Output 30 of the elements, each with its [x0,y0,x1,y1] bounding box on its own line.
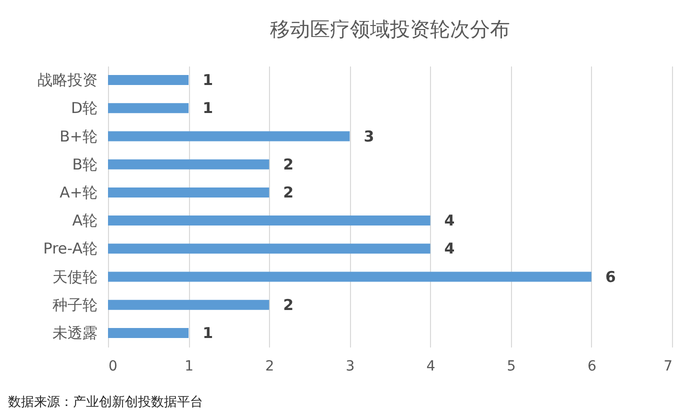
y-tick-label: 未透露 [52,324,98,342]
data-label: 2 [283,183,294,202]
data-label: 3 [364,127,374,146]
x-tick-label: 1 [184,358,194,374]
x-tick-label: 4 [426,358,436,374]
y-tick-label: 种子轮 [52,296,98,314]
data-label: 1 [202,324,214,342]
data-label: 4 [444,240,455,258]
data-label: 2 [283,296,294,314]
y-tick-label: B轮 [72,155,98,174]
data-label: 4 [444,212,455,230]
data-label: 2 [283,155,294,174]
y-tick-label: 战略投资 [38,71,98,90]
chart-title: 移动医疗领域投资轮次分布 [270,17,510,41]
y-tick-label: B+轮 [60,127,98,146]
data-label: 1 [202,71,214,90]
x-tick-label: 3 [346,358,355,374]
y-tick-label: Pre-A轮 [43,240,98,258]
y-tick-label: A+轮 [60,183,98,202]
x-tick-label: 7 [664,358,672,374]
y-tick-label: A轮 [72,212,98,230]
source-note: 数据来源：产业创新创投数据平台 [8,395,203,410]
x-tick-label: 5 [506,358,516,374]
data-label: 1 [202,99,214,118]
data-label: 6 [605,268,616,286]
x-tick-label: 2 [265,358,274,374]
x-tick-label: 0 [108,358,118,374]
y-tick-label: D轮 [70,99,98,118]
x-tick-label: 6 [587,358,596,374]
y-tick-label: 天使轮 [52,268,98,286]
